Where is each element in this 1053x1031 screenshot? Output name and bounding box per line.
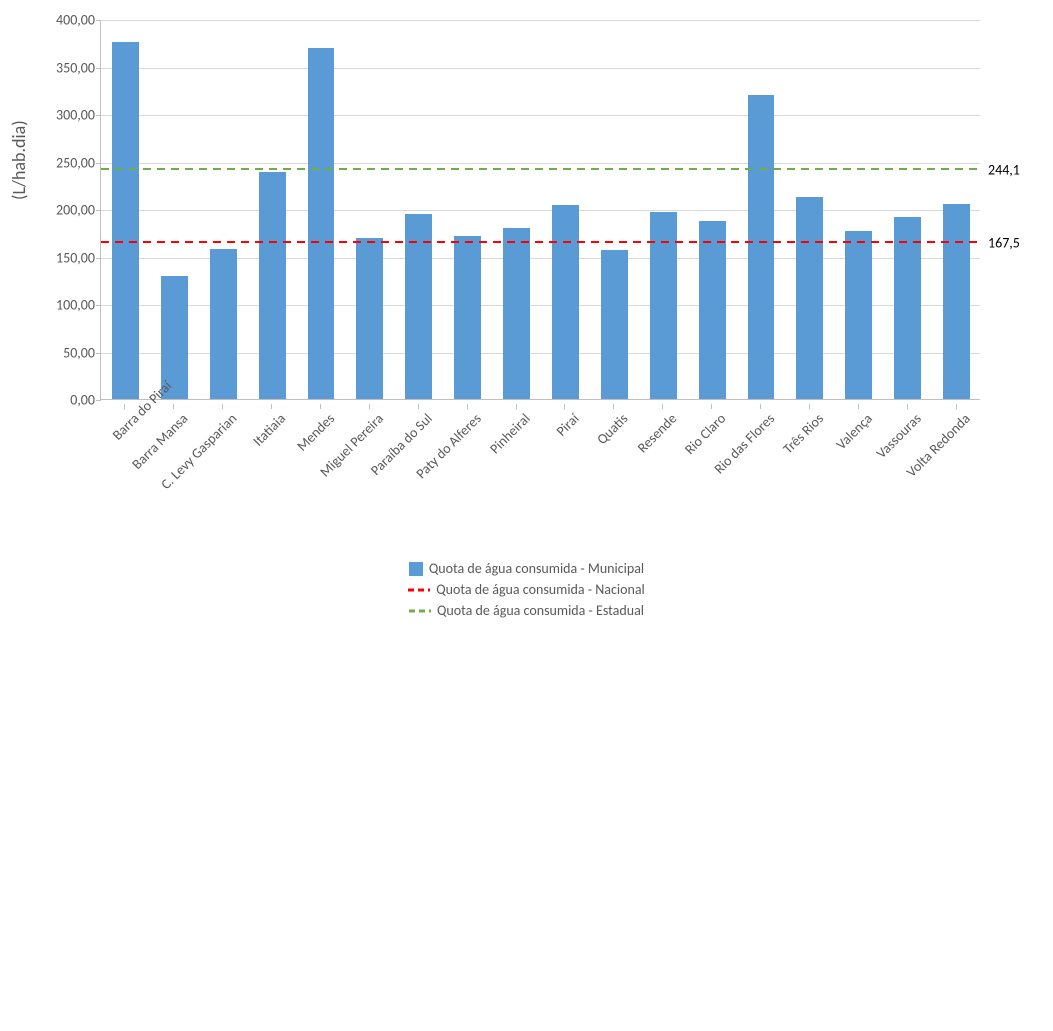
x-tick [467, 404, 468, 409]
x-tick [369, 404, 370, 409]
x-tick [907, 404, 908, 409]
x-tick [956, 404, 957, 409]
x-tick [222, 404, 223, 409]
x-tick [418, 404, 419, 409]
x-axis-labels: Barra do PiraíBarra MansaC. Levy Gaspari… [100, 404, 980, 564]
y-tick [96, 210, 101, 211]
bar [894, 217, 921, 399]
y-tick [96, 68, 101, 69]
gridline [101, 210, 980, 211]
x-tick [124, 404, 125, 409]
y-tick-label: 0,00 [70, 392, 95, 409]
legend-label: Quota de água consumida - Estadual [437, 602, 644, 619]
legend-swatch-icon [409, 562, 423, 576]
x-tick [809, 404, 810, 409]
y-tick [96, 305, 101, 306]
legend-item: Quota de água consumida - Estadual [409, 602, 644, 619]
y-tick-label: 150,00 [56, 249, 95, 266]
x-tick [173, 404, 174, 409]
bar [943, 204, 970, 399]
bar [259, 172, 286, 399]
gridline [101, 115, 980, 116]
y-tick-label: 50,00 [63, 344, 95, 361]
bar [796, 197, 823, 399]
bar [552, 205, 579, 399]
bar [748, 95, 775, 399]
y-tick-label: 400,00 [56, 12, 95, 29]
bar [454, 236, 481, 399]
x-tick [711, 404, 712, 409]
legend-dash-icon [408, 583, 430, 597]
y-tick-label: 250,00 [56, 154, 95, 171]
x-axis-label: Três Rios [309, 410, 827, 928]
x-tick [760, 404, 761, 409]
reference-line-label: 167,5 [988, 234, 1020, 251]
x-tick [858, 404, 859, 409]
gridline [101, 20, 980, 21]
bar [503, 228, 530, 399]
x-tick [613, 404, 614, 409]
y-tick [96, 20, 101, 21]
y-tick [96, 163, 101, 164]
legend-item: Quota de água consumida - Nacional [408, 581, 645, 598]
bar [845, 231, 872, 399]
y-axis-label: (L/hab.dia) [8, 120, 30, 200]
legend-label: Quota de água consumida - Nacional [436, 581, 645, 598]
bar [308, 48, 335, 400]
y-tick-label: 100,00 [56, 297, 95, 314]
y-tick-label: 300,00 [56, 107, 95, 124]
y-tick [96, 400, 101, 401]
gridline [101, 68, 980, 69]
bar [601, 250, 628, 399]
legend-label: Quota de água consumida - Municipal [429, 560, 644, 577]
y-tick [96, 353, 101, 354]
reference-line-label: 244,1 [988, 162, 1020, 179]
bar [356, 238, 383, 400]
y-tick [96, 115, 101, 116]
x-tick [662, 404, 663, 409]
x-axis-label: Barra do Piraí [109, 410, 143, 444]
legend-dash-icon [409, 604, 431, 618]
y-tick [96, 258, 101, 259]
legend: Quota de água consumida - Municipal Quota… [0, 560, 1053, 619]
bar [112, 42, 139, 399]
y-tick-label: 350,00 [56, 59, 95, 76]
x-tick [271, 404, 272, 409]
gridline [101, 163, 980, 164]
bar [210, 249, 237, 399]
x-tick [516, 404, 517, 409]
chart-container: (L/hab.dia) 0,0050,00100,00150,00200,002… [0, 0, 1053, 640]
legend-item: Quota de água consumida - Municipal [409, 560, 644, 577]
x-tick [320, 404, 321, 409]
x-tick [564, 404, 565, 409]
plot-area: 0,0050,00100,00150,00200,00250,00300,003… [100, 20, 980, 400]
y-tick-label: 200,00 [56, 202, 95, 219]
bar [699, 221, 726, 399]
